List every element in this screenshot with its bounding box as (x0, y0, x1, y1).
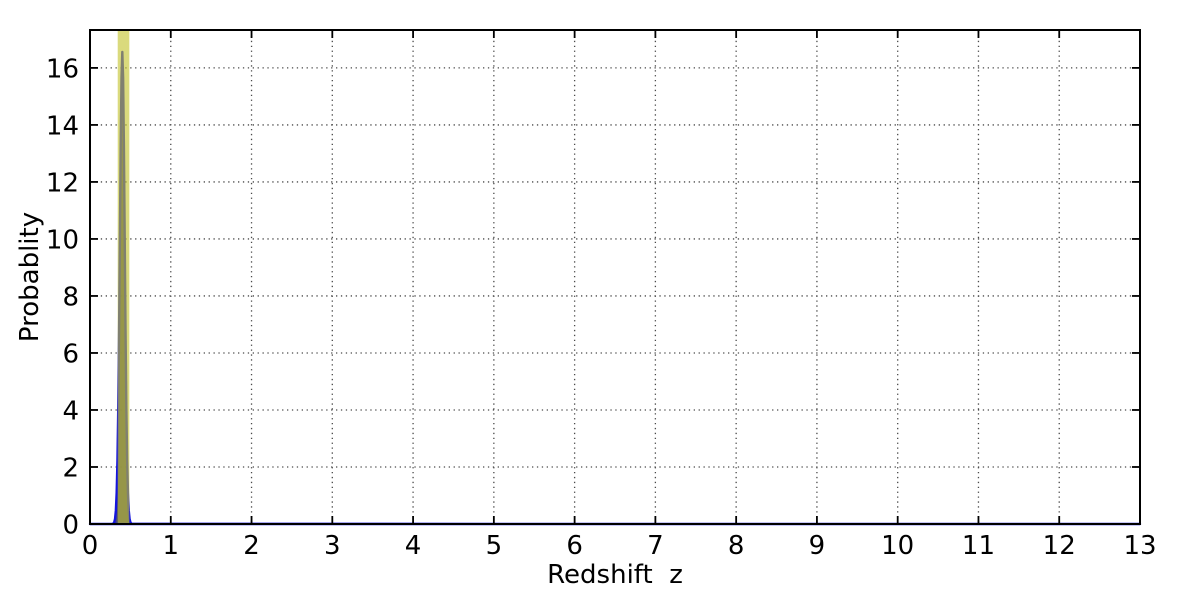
x-tick-label: 2 (243, 531, 260, 561)
y-axis-label: Probablity (15, 211, 45, 343)
axes-spines (89, 29, 1141, 525)
y-tick-label: 8 (62, 282, 79, 312)
x-tick-label: 4 (405, 531, 422, 561)
y-tick-label: 0 (62, 511, 79, 541)
x-tick-label: 8 (728, 531, 745, 561)
x-tick-label: 13 (1123, 531, 1156, 561)
x-tick-label: 5 (486, 531, 503, 561)
x-axis-label: Redshift z (547, 560, 683, 590)
x-tick-label: 0 (82, 531, 99, 561)
y-tick-label: 16 (46, 54, 79, 84)
y-tick-label: 12 (46, 168, 79, 198)
y-tick-label: 14 (46, 111, 79, 141)
confidence-band (117, 30, 130, 524)
x-tick-label: 12 (1043, 531, 1076, 561)
x-tick-label: 1 (162, 531, 179, 561)
x-tick-label: 11 (962, 531, 995, 561)
x-tick-label: 7 (647, 531, 664, 561)
y-tick-label: 10 (46, 225, 79, 255)
x-tick-label: 3 (324, 531, 341, 561)
x-tick-label: 10 (881, 531, 914, 561)
y-tick-label: 4 (62, 396, 79, 426)
plot-area (90, 30, 1140, 524)
x-tick-label: 9 (809, 531, 826, 561)
x-tick-label: 6 (566, 531, 583, 561)
y-tick-label: 2 (62, 453, 79, 483)
y-tick-label: 6 (62, 339, 79, 369)
